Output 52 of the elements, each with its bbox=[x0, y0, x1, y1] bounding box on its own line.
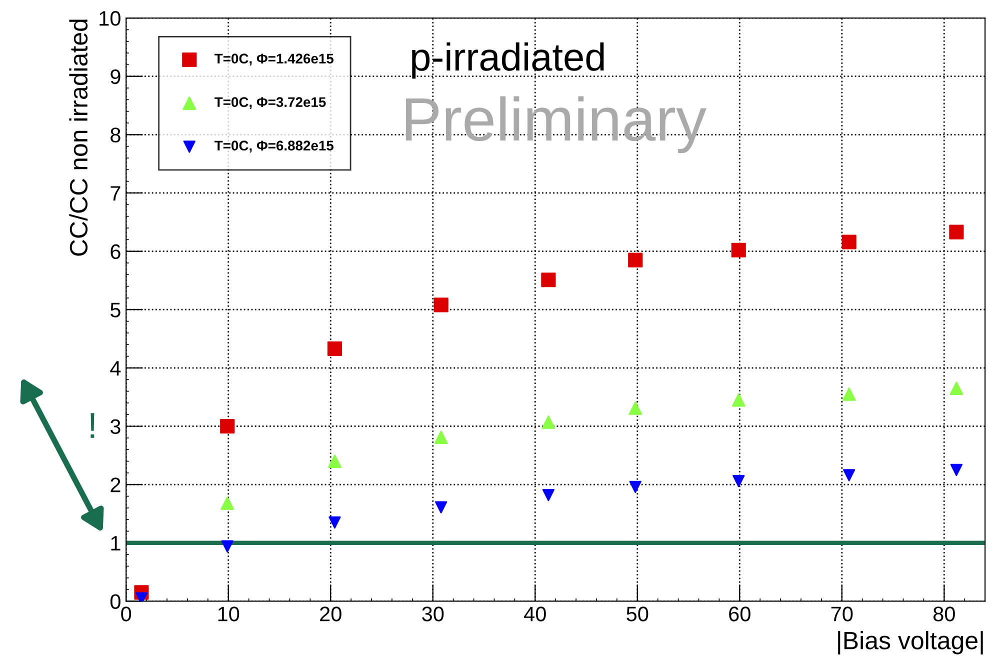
point bbox=[731, 242, 746, 258]
annotation: Preliminary bbox=[406, 96, 706, 154]
y-tick-label: 9 bbox=[110, 69, 120, 84]
legend-label: T=0C, Φ=3.72e15 bbox=[214, 97, 326, 110]
point bbox=[328, 454, 342, 468]
point bbox=[629, 480, 642, 493]
legend-label: T=0C, Φ=1.426e15 bbox=[214, 54, 334, 66]
point bbox=[732, 393, 746, 407]
y-tick-label: 10 bbox=[100, 11, 120, 26]
y-tick-label: 0 bbox=[110, 594, 120, 609]
point bbox=[328, 516, 341, 529]
text: ! bbox=[90, 413, 94, 438]
point bbox=[434, 430, 448, 444]
y-tick-label: 5 bbox=[110, 302, 120, 318]
y-tick-label: 1 bbox=[111, 536, 120, 550]
point bbox=[950, 382, 964, 396]
point bbox=[434, 298, 448, 312]
y-tick-label: 7 bbox=[110, 186, 120, 201]
point bbox=[732, 474, 745, 488]
point bbox=[628, 401, 642, 415]
x-tick-label: 80 bbox=[933, 606, 955, 622]
point bbox=[220, 418, 235, 434]
x-tick-label: 60 bbox=[729, 606, 750, 622]
point bbox=[541, 272, 556, 288]
point bbox=[949, 224, 964, 240]
point bbox=[434, 501, 448, 514]
point bbox=[842, 387, 856, 401]
point bbox=[628, 252, 643, 268]
x-tick-label: 0 bbox=[121, 606, 132, 622]
point bbox=[327, 341, 342, 356]
point bbox=[842, 469, 856, 482]
x-tick-label: 10 bbox=[218, 606, 240, 622]
y-tick-label: 4 bbox=[110, 361, 121, 376]
x-tick-label: 70 bbox=[831, 606, 853, 622]
y-tick-label: 6 bbox=[110, 244, 120, 260]
legend-label: T=0C, Φ=6.882e15 bbox=[214, 140, 334, 153]
x-tick-label: 20 bbox=[320, 606, 342, 622]
x-tick-label: 50 bbox=[626, 606, 648, 622]
y-axis-title: CC/CC non irradiated bbox=[69, 20, 88, 256]
y-tick-label: 3 bbox=[110, 419, 120, 434]
point bbox=[542, 415, 556, 429]
point bbox=[220, 496, 234, 510]
annotation: p-irradiated bbox=[412, 42, 604, 79]
point bbox=[842, 234, 856, 250]
point bbox=[950, 464, 962, 476]
x-tick-label: 40 bbox=[524, 606, 546, 622]
y-tick-label: 8 bbox=[110, 128, 120, 142]
x-axis-title: |Bias voltage| bbox=[838, 631, 983, 654]
point bbox=[221, 540, 234, 552]
x-tick-label: 30 bbox=[422, 606, 444, 622]
point bbox=[542, 488, 554, 502]
y-tick-label: 2 bbox=[110, 478, 120, 492]
